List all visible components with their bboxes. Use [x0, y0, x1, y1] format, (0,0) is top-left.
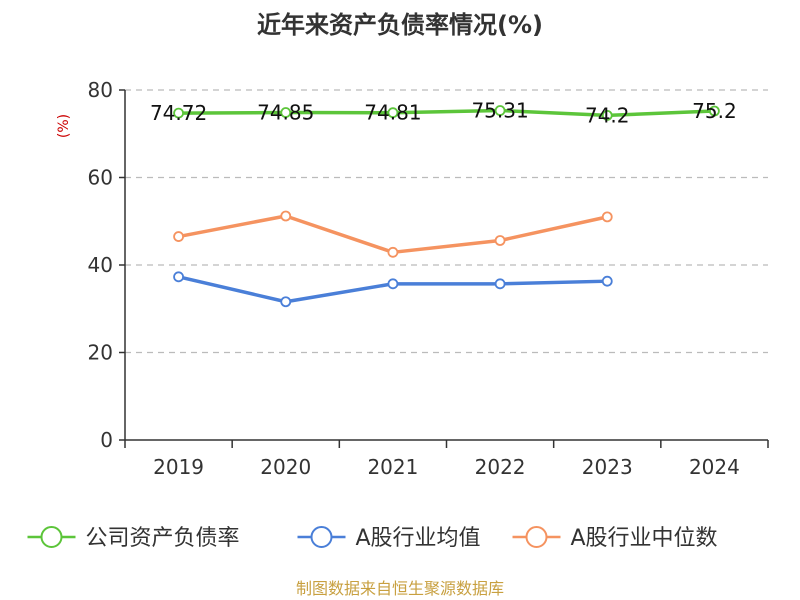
series-lines — [173, 105, 720, 308]
legend-marker — [40, 526, 63, 548]
legend-item: 公司资产负债率 — [27, 526, 240, 551]
y-tick-label: 20 — [88, 341, 113, 365]
data-point — [709, 105, 720, 117]
data-point — [280, 107, 292, 118]
y-tick-label: 60 — [88, 166, 113, 190]
x-tick-label: 2024 — [689, 455, 740, 479]
y-axis-label: (%) — [56, 114, 72, 138]
data-point — [494, 105, 506, 116]
axes: 0 20 40 60 80 2019 2020 2021 2022 2023 2024 — [88, 78, 769, 479]
data-point — [387, 278, 399, 290]
data-label: 74.85 — [257, 101, 314, 125]
y-tick-label: 80 — [88, 78, 113, 102]
grid — [125, 89, 768, 354]
source-note: 制图数据来自恒生聚源数据库 — [296, 579, 504, 598]
data-point — [387, 246, 399, 258]
legend-item: A股行业中位数 — [512, 526, 718, 551]
y-tick-label: 0 — [100, 428, 113, 452]
legend-marker — [525, 526, 548, 548]
legend-item: A股行业均值 — [297, 526, 481, 551]
legend: 公司资产负债率 A股行业均值 A股行业中位数 — [27, 526, 718, 551]
data-point — [387, 107, 399, 119]
data-point — [494, 235, 506, 246]
data-label: 74.81 — [364, 101, 421, 125]
x-tick-label: 2020 — [260, 455, 311, 479]
series-line — [176, 108, 717, 118]
x-tick-label: 2021 — [367, 455, 418, 479]
series-line — [176, 214, 609, 255]
y-tick-label: 40 — [88, 253, 113, 277]
data-point — [173, 231, 184, 242]
data-point — [601, 275, 613, 287]
data-point — [601, 211, 613, 223]
legend-marker — [310, 526, 333, 548]
data-point — [280, 296, 292, 308]
data-point — [173, 271, 184, 283]
data-point — [601, 109, 613, 121]
x-tick-label: 2019 — [153, 455, 204, 479]
x-tick-label: 2023 — [582, 455, 633, 479]
legend-label: A股行业均值 — [356, 526, 481, 551]
legend-label: A股行业中位数 — [571, 526, 718, 551]
data-label: 74.2 — [585, 103, 630, 127]
data-labels: 74.72 74.85 74.81 75.31 74.2 75.2 — [150, 99, 737, 128]
data-label: 74.72 — [150, 101, 207, 125]
chart-title: 近年来资产负债率情况(%) — [257, 11, 543, 39]
data-point — [173, 107, 184, 119]
data-point — [280, 210, 292, 222]
data-point — [494, 278, 506, 290]
x-tick-label: 2022 — [475, 455, 526, 479]
legend-label: 公司资产负债率 — [86, 526, 240, 551]
data-label: 75.31 — [471, 99, 528, 123]
data-label: 75.2 — [692, 99, 737, 123]
